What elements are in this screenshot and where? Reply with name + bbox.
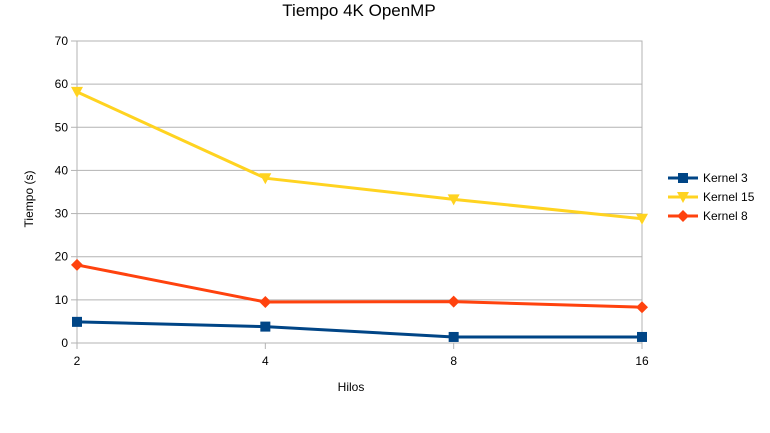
y-axis-ticks: 0 10 20 30 40 50 60 70 xyxy=(55,34,77,350)
data-point-marker xyxy=(448,331,459,342)
plot-area xyxy=(76,40,643,344)
series-line xyxy=(76,320,642,339)
chart-title: Tiempo 4K OpenMP xyxy=(282,1,435,20)
y-tick-label: 10 xyxy=(55,293,69,307)
data-point-marker xyxy=(636,301,648,314)
data-point-marker xyxy=(72,316,82,327)
legend-item: Kernel 8 xyxy=(668,209,748,223)
data-point-marker xyxy=(260,321,271,332)
series-layer xyxy=(71,86,648,342)
x-tick-label: 8 xyxy=(450,354,457,368)
data-point-marker xyxy=(677,210,689,222)
series-kernel-15 xyxy=(71,86,648,225)
x-axis-ticks: 2 4 8 16 xyxy=(74,343,649,368)
legend-label: Kernel 15 xyxy=(703,190,755,204)
data-point-marker xyxy=(447,194,460,206)
legend-label: Kernel 3 xyxy=(703,171,748,185)
y-tick-label: 50 xyxy=(55,120,69,134)
x-tick-label: 16 xyxy=(635,354,649,368)
data-point-marker xyxy=(71,86,83,98)
series-kernel-3 xyxy=(72,316,647,342)
y-axis-label: Tiempo (s) xyxy=(22,171,36,228)
y-tick-label: 30 xyxy=(55,207,69,221)
legend: Kernel 3 Kernel 15 Kernel 8 xyxy=(668,171,755,223)
y-tick-label: 40 xyxy=(55,163,69,177)
y-tick-label: 20 xyxy=(55,250,69,264)
x-tick-label: 4 xyxy=(262,354,269,368)
data-point-marker xyxy=(636,213,648,225)
data-point-marker xyxy=(259,296,272,309)
y-tick-label: 0 xyxy=(61,336,68,350)
legend-item: Kernel 15 xyxy=(668,190,755,204)
legend-label: Kernel 8 xyxy=(703,209,748,223)
series-line xyxy=(76,263,643,309)
data-point-marker xyxy=(678,173,688,183)
data-point-marker xyxy=(71,258,83,271)
series-kernel-8 xyxy=(71,258,648,314)
gridlines xyxy=(77,40,642,344)
x-axis-label: Hilos xyxy=(338,380,365,394)
series-line xyxy=(76,90,643,221)
data-point-marker xyxy=(259,173,272,185)
data-point-marker xyxy=(677,192,689,203)
data-point-marker xyxy=(637,331,647,342)
legend-item: Kernel 3 xyxy=(668,171,748,185)
y-tick-label: 60 xyxy=(55,77,69,91)
data-point-marker xyxy=(447,295,460,308)
y-tick-label: 70 xyxy=(55,34,69,48)
x-tick-label: 2 xyxy=(74,354,81,368)
